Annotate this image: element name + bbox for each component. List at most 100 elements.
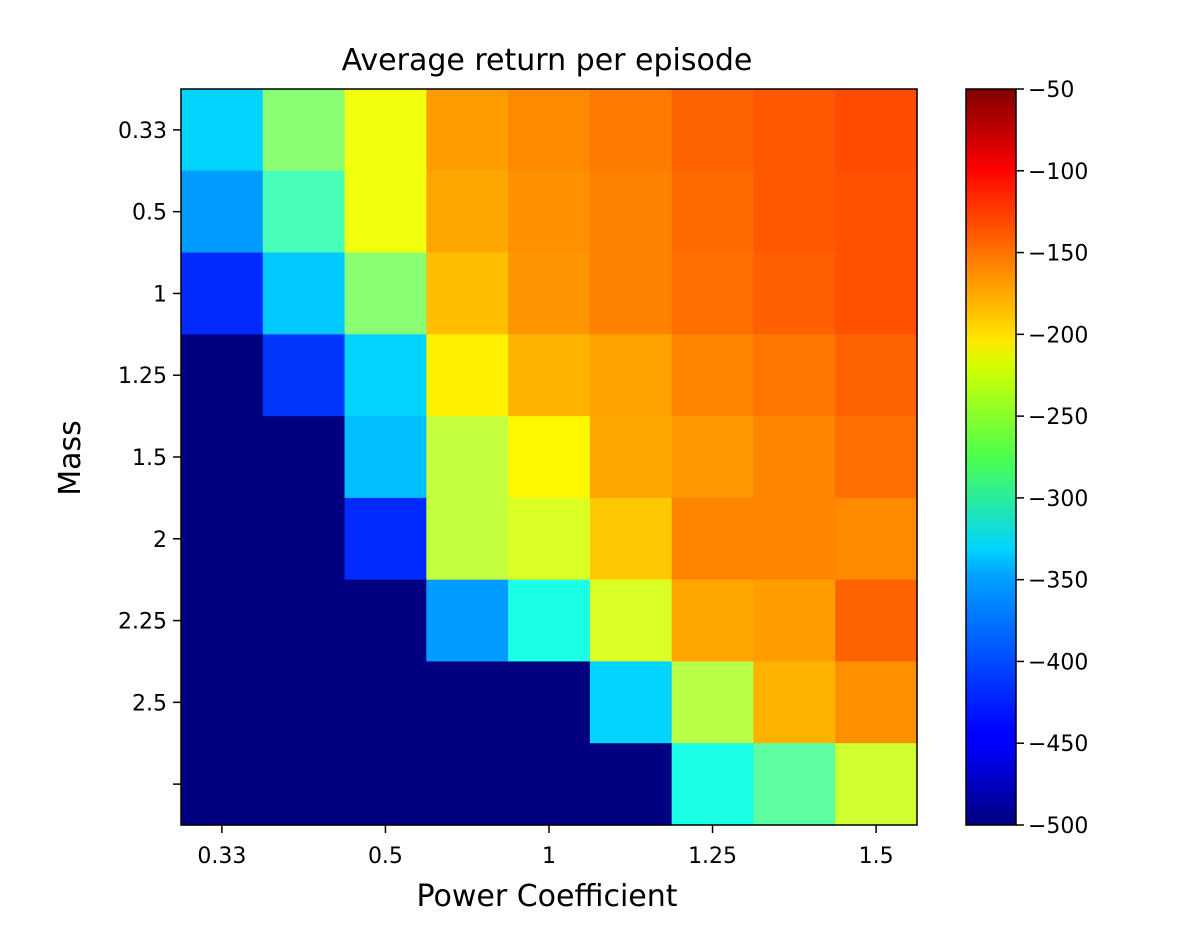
heatmap-cell <box>835 252 918 335</box>
y-tick-label: 0.33 <box>118 119 167 144</box>
heatmap-cell <box>671 579 755 663</box>
x-tick-label: 0.33 <box>197 844 246 869</box>
heatmap-cell <box>344 661 427 744</box>
heatmap-cell <box>426 743 509 826</box>
heatmap-cell <box>181 579 264 663</box>
heatmap-cell <box>835 579 918 663</box>
colorbar-tick-label: −150 <box>1028 242 1088 267</box>
heatmap-cell <box>753 334 836 417</box>
y-tick-label: 1 <box>153 282 167 307</box>
heatmap-cell <box>671 743 755 826</box>
heatmap-cell <box>181 661 264 744</box>
colorbar-tick-label: −400 <box>1028 650 1088 675</box>
heatmap-cell <box>262 497 346 581</box>
heatmap-cell <box>426 416 509 499</box>
heatmap-cell <box>344 579 427 663</box>
heatmap-cells <box>181 89 918 826</box>
colorbar <box>965 88 1017 826</box>
heatmap-cell <box>181 416 264 499</box>
colorbar-tick-label: −250 <box>1028 405 1088 430</box>
y-tick-label: 2 <box>153 528 167 553</box>
heatmap-cell <box>262 252 346 335</box>
x-tick-label: 0.5 <box>368 844 403 869</box>
heatmap-cell <box>181 89 264 172</box>
heatmap-cell <box>589 743 673 826</box>
heatmap-cell <box>753 252 836 335</box>
heatmap-cell <box>262 661 346 744</box>
heatmap-cell <box>753 743 836 826</box>
heatmap-cell <box>835 89 918 172</box>
heatmap-cell <box>344 334 427 417</box>
heatmap-cell <box>426 89 509 172</box>
heatmap-cell <box>344 170 427 254</box>
heatmap-cell <box>671 89 755 172</box>
heatmap-cell <box>753 89 836 172</box>
heatmap-cell <box>426 252 509 335</box>
heatmap-cell <box>508 497 591 581</box>
heatmap-cell <box>589 661 673 744</box>
chart-title: Average return per episode <box>342 43 753 78</box>
heatmap-cell <box>835 416 918 499</box>
heatmap-cell <box>508 252 591 335</box>
y-tick-label: 0.5 <box>132 201 167 226</box>
heatmap-cell <box>344 497 427 581</box>
colorbar-tick-label: −350 <box>1028 569 1088 594</box>
heatmap-cell <box>589 416 673 499</box>
x-axis-label: Power Coefficient <box>416 879 677 914</box>
x-tick-label: 1.25 <box>688 844 737 869</box>
heatmap-cell <box>589 170 673 254</box>
heatmap-cell <box>589 579 673 663</box>
heatmap-cell <box>835 743 918 826</box>
heatmap-cell <box>508 743 591 826</box>
heatmap-cell <box>181 743 264 826</box>
heatmap-cell <box>835 661 918 744</box>
heatmap-cell <box>426 497 509 581</box>
heatmap-cell <box>181 170 264 254</box>
heatmap-cell <box>835 497 918 581</box>
heatmap-cell <box>835 170 918 254</box>
heatmap-cell <box>426 661 509 744</box>
colorbar-tick-label: −200 <box>1028 323 1088 348</box>
colorbar-tick-label: −100 <box>1028 160 1088 185</box>
colorbar-tick-label: −300 <box>1028 487 1088 512</box>
heatmap-cell <box>262 416 346 499</box>
colorbar-tick-label: −450 <box>1028 732 1088 757</box>
x-axis-ticks: 0.33 0.5 1 1.25 1.5 <box>197 825 894 869</box>
heatmap-cell <box>589 89 673 172</box>
heatmap-cell <box>426 170 509 254</box>
heatmap-cell <box>589 334 673 417</box>
heatmap-cell <box>508 579 591 663</box>
heatmap-cell <box>262 579 346 663</box>
heatmap-cell <box>671 416 755 499</box>
heatmap-cell <box>181 252 264 335</box>
heatmap-cell <box>753 579 836 663</box>
heatmap-cell <box>671 170 755 254</box>
heatmap-cell <box>344 416 427 499</box>
colorbar-tick-label: −50 <box>1028 78 1074 103</box>
heatmap-cell <box>835 334 918 417</box>
heatmap-cell <box>671 661 755 744</box>
colorbar-ticks: −50 −100 −150 −200 −250 −300 −350 −400 −450 −500 <box>1016 78 1088 839</box>
heatmap-cell <box>671 497 755 581</box>
heatmap-cell <box>181 334 264 417</box>
heatmap-cell <box>508 416 591 499</box>
heatmap-cell <box>344 89 427 172</box>
heatmap-cell <box>262 170 346 254</box>
heatmap-cell <box>508 89 591 172</box>
heatmap-cell <box>426 579 509 663</box>
y-tick-label: 1.5 <box>132 446 167 471</box>
y-axis-label: Mass <box>53 420 88 496</box>
x-tick-label: 1 <box>542 844 556 869</box>
colorbar-tick-label: −500 <box>1028 814 1088 839</box>
heatmap-cell <box>671 334 755 417</box>
heatmap-cell <box>671 252 755 335</box>
heatmap-cell <box>181 497 264 581</box>
y-tick-label: 2.5 <box>132 691 167 716</box>
y-axis-ticks: 0.33 0.5 1 1.25 1.5 2 2.25 2.5 <box>118 119 181 785</box>
heatmap-cell <box>508 334 591 417</box>
heatmap-cell <box>344 252 427 335</box>
heatmap-cell <box>589 252 673 335</box>
heatmap-cell <box>262 334 346 417</box>
